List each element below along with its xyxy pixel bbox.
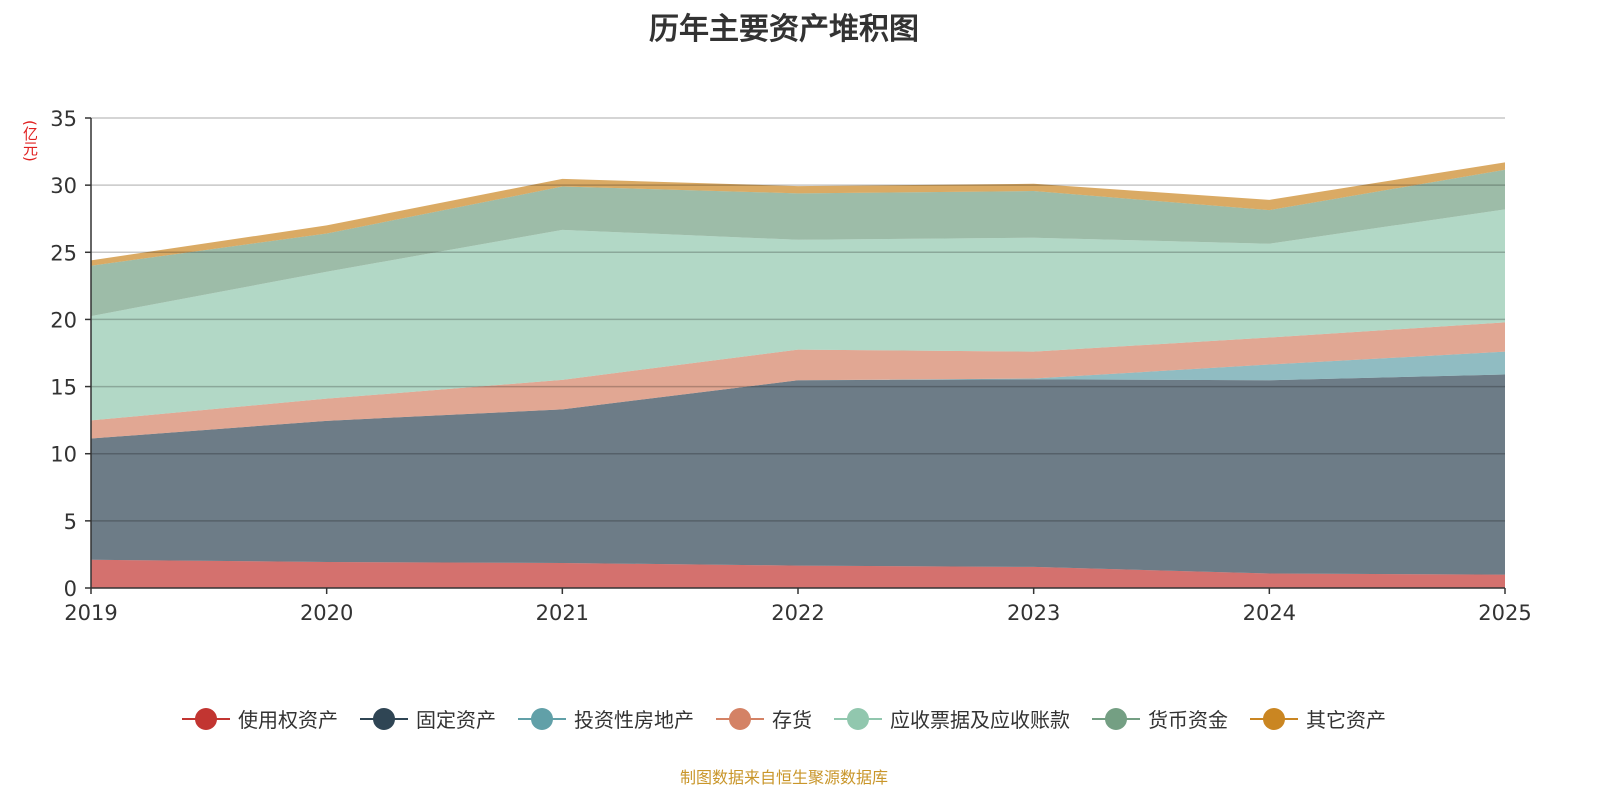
x-tick-label: 2022 (771, 601, 824, 625)
legend-label: 货币资金 (1148, 708, 1228, 732)
legend-marker-icon (360, 707, 408, 731)
legend-label: 应收票据及应收账款 (890, 708, 1070, 732)
x-tick-label: 2024 (1243, 601, 1296, 625)
y-axis-unit-label: (亿元) (21, 120, 39, 162)
legend-marker-icon (716, 707, 764, 731)
y-tick-label: 10 (50, 443, 77, 467)
x-tick-label: 2023 (1007, 601, 1060, 625)
area-series-3 (91, 322, 1505, 439)
y-tick-label: 20 (50, 308, 77, 332)
legend-marker-icon (834, 707, 882, 731)
legend-marker-icon (182, 707, 230, 731)
legend-label: 使用权资产 (238, 708, 338, 732)
x-tick-label: 2020 (300, 601, 353, 625)
area-series-0 (91, 559, 1505, 588)
legend-item[interactable]: 存货 (716, 704, 812, 733)
y-tick-label: 15 (50, 376, 77, 400)
area-series-4 (91, 209, 1505, 421)
x-tick-label: 2019 (64, 601, 117, 625)
y-tick-label: 25 (50, 241, 77, 265)
y-tick-label: 0 (64, 577, 77, 601)
y-tick-label: 5 (64, 510, 77, 534)
y-tick-label: 30 (50, 174, 77, 198)
legend: 使用权资产 固定资产 投资性房地产 存货 应收票据及应收账款 货币资金 其它资产 (0, 704, 1568, 733)
legend-marker-icon (1250, 707, 1298, 731)
x-tick-label: 2025 (1478, 601, 1531, 625)
chart-title: 历年主要资产堆积图 (649, 12, 919, 47)
y-tick-label: 35 (50, 107, 77, 131)
legend-label: 投资性房地产 (574, 708, 694, 732)
area-series-1 (91, 374, 1505, 575)
area-series-5 (91, 169, 1505, 317)
legend-item[interactable]: 投资性房地产 (518, 704, 694, 733)
legend-item[interactable]: 固定资产 (360, 704, 496, 733)
data-source-note: 制图数据来自恒生聚源数据库 (679, 768, 888, 787)
legend-label: 其它资产 (1306, 708, 1386, 732)
legend-item[interactable]: 使用权资产 (182, 704, 338, 733)
legend-marker-icon (518, 707, 566, 731)
legend-marker-icon (1092, 707, 1140, 731)
legend-item[interactable]: 其它资产 (1250, 704, 1386, 733)
x-tick-label: 2021 (536, 601, 589, 625)
legend-label: 固定资产 (416, 708, 496, 732)
legend-item[interactable]: 应收票据及应收账款 (834, 704, 1070, 733)
area-series-2 (91, 351, 1505, 439)
legend-item[interactable]: 货币资金 (1092, 704, 1228, 733)
legend-label: 存货 (772, 708, 812, 732)
